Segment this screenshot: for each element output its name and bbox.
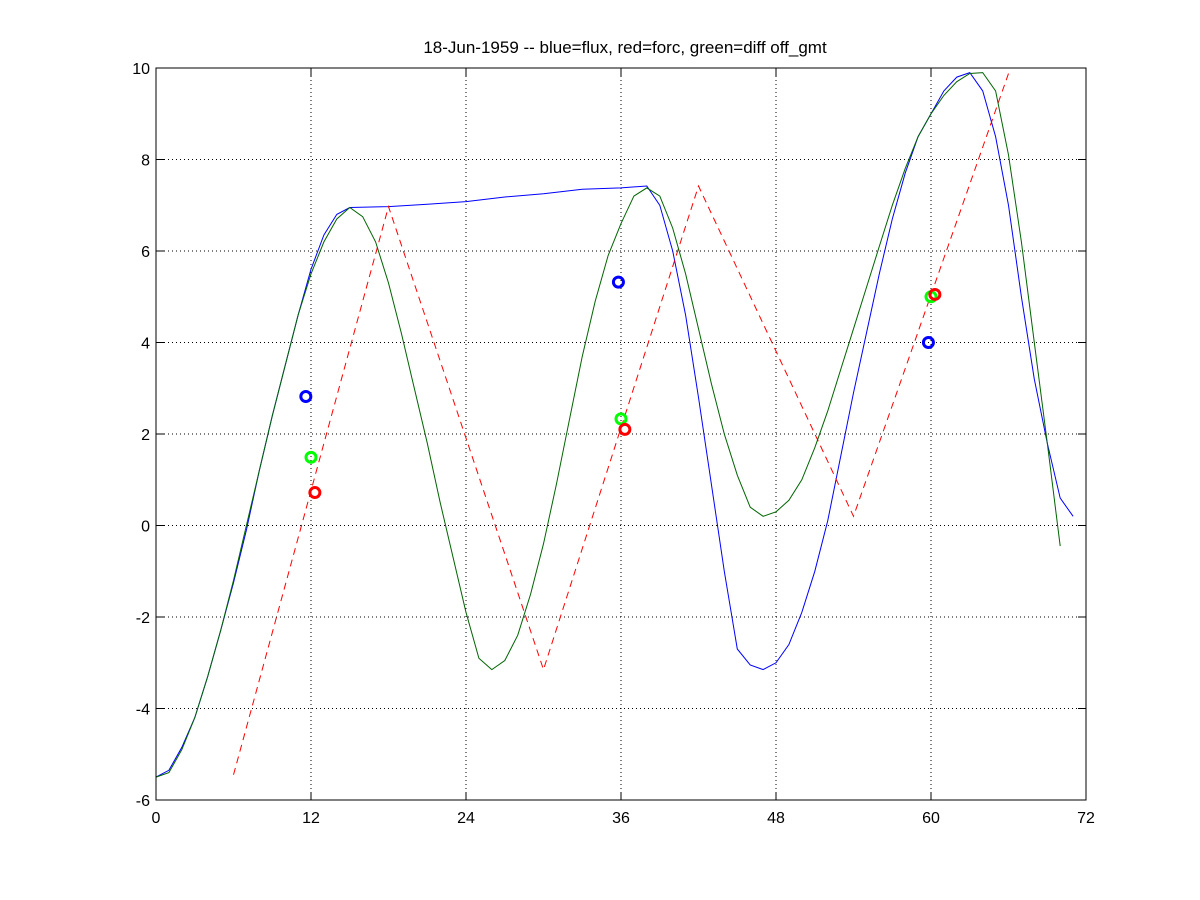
x-tick-label: 36 xyxy=(612,810,630,827)
circle-marker xyxy=(614,412,628,426)
circle-marker xyxy=(299,389,313,403)
x-tick-label: 12 xyxy=(302,810,320,827)
circle-marker xyxy=(611,275,625,289)
y-tick-label: 0 xyxy=(141,519,150,536)
x-tick-label: 60 xyxy=(922,810,940,827)
circle-marker xyxy=(618,422,632,436)
chart-title: 18-Jun-1959 -- blue=flux, red=forc, gree… xyxy=(423,38,827,57)
circle-marker xyxy=(921,336,935,349)
x-tick-label: 24 xyxy=(457,810,475,827)
y-tick-label: -4 xyxy=(136,702,150,719)
y-tick-label: 6 xyxy=(141,244,150,261)
series-line-1 xyxy=(233,73,1009,775)
y-tick-label: -2 xyxy=(136,610,150,627)
circle-marker xyxy=(928,287,942,301)
y-tick-label: -6 xyxy=(136,793,150,810)
x-tick-label: 48 xyxy=(767,810,785,827)
series-lines xyxy=(155,72,1074,778)
y-tick-label: 10 xyxy=(132,61,150,78)
x-tick-label: 0 xyxy=(152,810,161,827)
y-tick-label: 8 xyxy=(141,153,150,170)
y-tick-label: 4 xyxy=(141,336,150,353)
y-tick-label: 2 xyxy=(141,427,150,444)
circle-marker xyxy=(304,450,318,464)
x-tick-label: 72 xyxy=(1077,810,1095,827)
circle-marker xyxy=(308,486,322,500)
series-line-2 xyxy=(155,72,1061,778)
markers xyxy=(299,275,942,500)
